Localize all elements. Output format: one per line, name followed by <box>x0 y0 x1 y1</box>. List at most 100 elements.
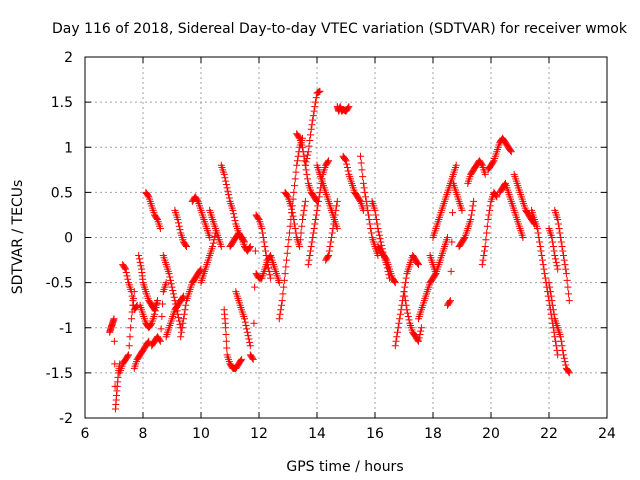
series-seg37 <box>426 234 451 278</box>
data-point <box>176 226 184 234</box>
data-point <box>290 188 298 196</box>
data-point <box>312 215 320 223</box>
data-point <box>467 211 475 219</box>
data-point <box>301 161 309 169</box>
data-point <box>175 219 183 227</box>
data-point <box>367 229 375 237</box>
data-point <box>536 243 544 251</box>
axis-ticks <box>84 56 608 419</box>
data-point <box>447 267 455 275</box>
data-point <box>182 301 190 309</box>
data-point <box>480 252 488 260</box>
data-point <box>175 222 183 230</box>
data-point <box>377 238 385 246</box>
data-point <box>401 279 409 287</box>
data-point <box>382 255 390 263</box>
data-point <box>306 131 314 139</box>
data-point <box>560 256 568 264</box>
data-point <box>308 121 316 129</box>
data-point <box>159 300 167 308</box>
data-point <box>132 302 140 310</box>
data-point <box>545 279 553 287</box>
data-point <box>452 161 460 169</box>
data-point <box>329 224 337 232</box>
series-seg24 <box>293 130 321 205</box>
data-point <box>156 337 164 345</box>
data-point <box>196 266 204 274</box>
data-point <box>277 301 285 309</box>
data-point <box>365 215 373 223</box>
data-point <box>367 224 375 232</box>
data-point <box>551 252 559 260</box>
data-point <box>404 312 412 320</box>
series-seg38 <box>429 161 460 241</box>
data-point <box>167 276 175 284</box>
data-point <box>391 342 399 350</box>
series-seg19 <box>232 288 254 350</box>
data-point <box>125 351 132 359</box>
x-tick-label: 12 <box>250 426 268 442</box>
data-point <box>565 369 573 377</box>
data-point <box>344 167 352 175</box>
data-point <box>548 297 556 305</box>
data-point <box>158 312 166 320</box>
data-point <box>394 324 402 332</box>
data-point <box>238 355 246 363</box>
data-point <box>533 224 541 232</box>
data-point <box>562 361 570 369</box>
data-point <box>182 241 190 249</box>
data-point <box>541 274 549 282</box>
data-point <box>470 197 478 205</box>
data-point <box>301 197 309 205</box>
data-point <box>222 337 230 345</box>
data-point <box>565 297 573 305</box>
data-point <box>175 317 183 325</box>
y-tick-label: 1.5 <box>51 95 73 111</box>
data-point <box>314 202 322 210</box>
data-point <box>206 234 214 241</box>
data-point <box>288 209 296 217</box>
data-point <box>180 310 188 318</box>
data-point <box>468 206 476 214</box>
data-point <box>552 255 560 263</box>
data-point <box>485 211 493 219</box>
data-point <box>359 173 367 181</box>
data-point <box>345 103 353 111</box>
x-tick-label: 6 <box>81 426 90 442</box>
data-point <box>290 215 298 223</box>
data-point <box>549 238 557 246</box>
data-point <box>330 220 338 228</box>
data-point <box>221 174 229 182</box>
x-tick-label: 22 <box>540 426 558 442</box>
data-point <box>180 315 188 323</box>
data-point <box>127 315 135 323</box>
data-point <box>126 333 134 341</box>
data-point <box>327 238 335 246</box>
data-point <box>539 261 547 269</box>
series-seg28 <box>322 197 341 264</box>
data-point <box>287 202 295 210</box>
data-point <box>304 175 312 183</box>
data-point <box>561 261 569 269</box>
data-point <box>483 229 491 237</box>
data-point <box>519 234 527 241</box>
data-point <box>151 307 159 315</box>
series-seg21 <box>252 252 283 287</box>
data-point <box>315 193 323 201</box>
data-point <box>446 297 454 305</box>
data-point <box>557 333 565 341</box>
data-point <box>243 328 251 336</box>
series-seg11 <box>171 206 190 251</box>
x-tick-label: 18 <box>424 426 442 442</box>
data-point <box>534 229 542 237</box>
y-tick-label: -0.5 <box>46 276 73 292</box>
series-seg15 <box>206 206 225 251</box>
data-point <box>254 214 262 222</box>
data-point <box>324 158 332 166</box>
data-point <box>375 228 383 236</box>
data-point <box>415 261 422 269</box>
data-point <box>458 206 466 214</box>
data-point <box>162 279 170 287</box>
data-point <box>299 215 306 223</box>
data-point <box>241 315 248 323</box>
